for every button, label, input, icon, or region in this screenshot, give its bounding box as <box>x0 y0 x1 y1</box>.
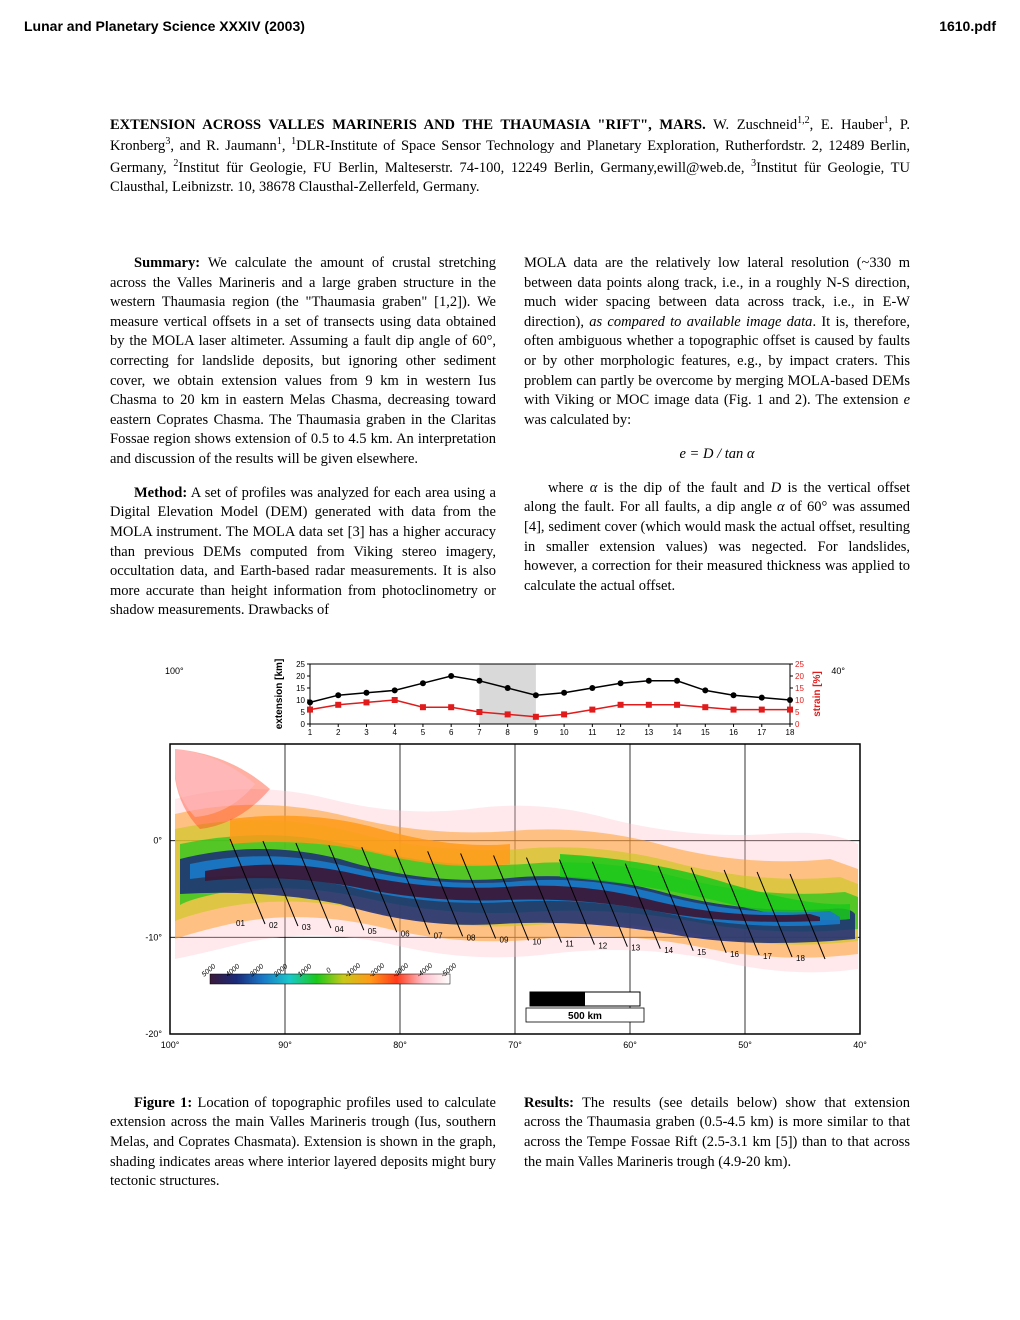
svg-text:15: 15 <box>296 684 305 693</box>
svg-text:12: 12 <box>616 728 625 737</box>
svg-text:90°: 90° <box>278 1040 292 1050</box>
caption-left: Figure 1: Location of topographic profil… <box>110 1079 496 1206</box>
text-columns: Summary: We calculate the amount of crus… <box>110 240 910 636</box>
svg-text:18: 18 <box>786 728 795 737</box>
mola-para: MOLA data are the relatively low lateral… <box>524 254 910 430</box>
svg-text:10: 10 <box>795 696 804 705</box>
svg-text:80°: 80° <box>393 1040 407 1050</box>
svg-text:5: 5 <box>421 728 426 737</box>
svg-text:extension [km]: extension [km] <box>274 659 285 729</box>
svg-text:13: 13 <box>644 728 653 737</box>
svg-text:20: 20 <box>795 672 804 681</box>
figure-1: 0055101015152020252512345678910111213141… <box>110 659 910 1059</box>
svg-text:25: 25 <box>296 660 305 669</box>
caption-columns: Figure 1: Location of topographic profil… <box>110 1079 910 1206</box>
svg-text:07: 07 <box>434 932 443 941</box>
svg-text:7: 7 <box>477 728 482 737</box>
svg-text:01: 01 <box>236 919 245 928</box>
summary-para: Summary: We calculate the amount of crus… <box>110 254 496 469</box>
svg-text:15: 15 <box>697 948 706 957</box>
svg-text:10: 10 <box>532 938 541 947</box>
svg-text:02: 02 <box>269 921 278 930</box>
svg-text:16: 16 <box>729 728 738 737</box>
conference-name: Lunar and Planetary Science XXXIV (2003) <box>24 18 305 34</box>
formula: e = D / tan α <box>524 445 910 465</box>
svg-text:0°: 0° <box>153 836 162 846</box>
paper-title: EXTENSION ACROSS VALLES MARINERIS AND TH… <box>110 117 706 133</box>
svg-text:03: 03 <box>302 923 311 932</box>
svg-text:06: 06 <box>401 930 410 939</box>
svg-text:70°: 70° <box>508 1040 522 1050</box>
svg-text:4: 4 <box>392 728 397 737</box>
svg-text:5: 5 <box>795 708 800 717</box>
method-para: Method: A set of profiles was analyzed f… <box>110 484 496 621</box>
svg-text:14: 14 <box>673 728 682 737</box>
svg-text:strain [%]: strain [%] <box>812 672 823 718</box>
svg-text:17: 17 <box>757 728 766 737</box>
figure-caption: Figure 1: Location of topographic profil… <box>110 1094 496 1192</box>
svg-text:11: 11 <box>588 728 597 737</box>
svg-text:09: 09 <box>500 936 509 945</box>
pdf-id: 1610.pdf <box>939 18 996 34</box>
svg-text:-20°: -20° <box>145 1029 162 1039</box>
svg-text:40°: 40° <box>831 666 845 676</box>
svg-text:-10°: -10° <box>145 933 162 943</box>
results-para: Results: The results (see details below)… <box>524 1094 910 1172</box>
svg-text:100°: 100° <box>161 1040 180 1050</box>
svg-text:04: 04 <box>335 926 344 935</box>
svg-text:8: 8 <box>505 728 510 737</box>
svg-text:10: 10 <box>560 728 569 737</box>
svg-text:1: 1 <box>308 728 313 737</box>
svg-text:0: 0 <box>301 720 306 729</box>
svg-text:12: 12 <box>598 942 607 951</box>
svg-text:17: 17 <box>763 952 772 961</box>
svg-text:16: 16 <box>730 950 739 959</box>
column-left: Summary: We calculate the amount of crus… <box>110 240 496 636</box>
title-block: EXTENSION ACROSS VALLES MARINERIS AND TH… <box>110 114 910 198</box>
svg-text:500 km: 500 km <box>568 1011 602 1022</box>
svg-text:3: 3 <box>364 728 369 737</box>
svg-text:2: 2 <box>336 728 341 737</box>
svg-text:50°: 50° <box>738 1040 752 1050</box>
svg-text:0: 0 <box>795 720 800 729</box>
svg-text:9: 9 <box>534 728 539 737</box>
column-right: MOLA data are the relatively low lateral… <box>524 240 910 636</box>
svg-text:25: 25 <box>795 660 804 669</box>
svg-text:15: 15 <box>701 728 710 737</box>
svg-text:14: 14 <box>664 946 673 955</box>
svg-text:15: 15 <box>795 684 804 693</box>
svg-text:11: 11 <box>565 940 574 949</box>
svg-text:13: 13 <box>631 944 640 953</box>
svg-text:60°: 60° <box>623 1040 637 1050</box>
svg-text:18: 18 <box>796 954 805 963</box>
where-para: where α is the dip of the fault and D is… <box>524 479 910 596</box>
svg-text:5: 5 <box>301 708 306 717</box>
svg-text:100°: 100° <box>165 666 184 676</box>
svg-text:10: 10 <box>296 696 305 705</box>
svg-text:6: 6 <box>449 728 454 737</box>
svg-text:05: 05 <box>368 928 377 937</box>
svg-text:08: 08 <box>467 934 476 943</box>
svg-text:20: 20 <box>296 672 305 681</box>
svg-text:40°: 40° <box>853 1040 867 1050</box>
caption-right: Results: The results (see details below)… <box>524 1079 910 1206</box>
